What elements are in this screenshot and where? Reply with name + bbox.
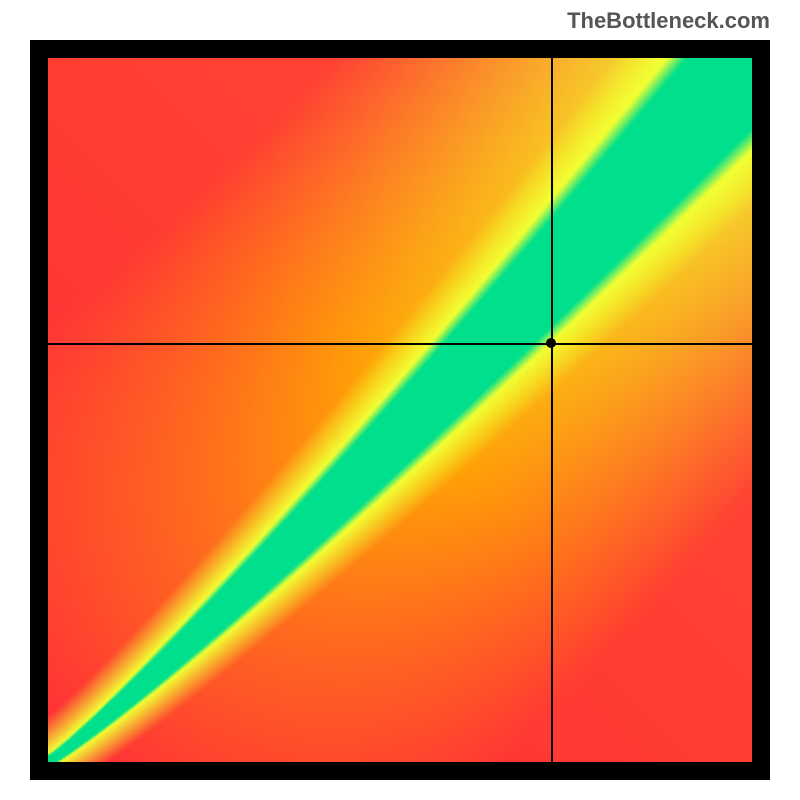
crosshair-vertical [551, 58, 553, 762]
watermark-text: TheBottleneck.com [567, 8, 770, 34]
heatmap-canvas [48, 58, 752, 762]
chart-container: TheBottleneck.com [0, 0, 800, 800]
chart-frame [30, 40, 770, 780]
crosshair-horizontal [48, 343, 752, 345]
crosshair-marker [546, 338, 556, 348]
